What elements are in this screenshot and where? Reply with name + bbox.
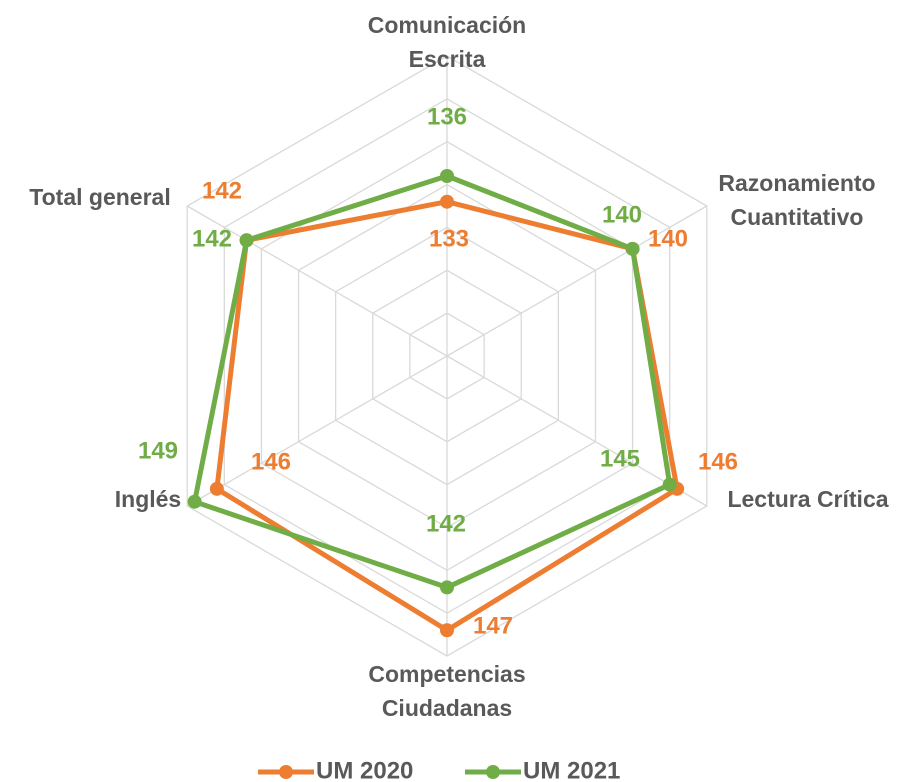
- marker: [440, 623, 454, 638]
- marker: [440, 194, 454, 209]
- legend-label: UM 2021: [523, 757, 620, 782]
- marker: [209, 481, 224, 496]
- data-label: 147: [473, 612, 513, 639]
- data-label: 146: [698, 448, 738, 475]
- data-label: 142: [202, 177, 242, 204]
- category-label: Lectura Crítica: [727, 486, 889, 512]
- marker: [625, 241, 640, 256]
- category-label: Inglés: [114, 486, 182, 512]
- data-label: 149: [138, 437, 178, 464]
- axis-spoke: [186, 205, 448, 357]
- axis-spoke: [446, 355, 708, 507]
- marker: [662, 477, 677, 492]
- axis-spoke: [446, 205, 708, 357]
- legend-label: UM 2020: [316, 757, 413, 782]
- marker: [187, 494, 202, 509]
- category-label: Comunicación Escrita: [367, 12, 527, 72]
- data-label: 146: [251, 448, 291, 475]
- data-label: 142: [192, 225, 232, 252]
- marker: [440, 580, 454, 595]
- category-label: Total general: [29, 184, 171, 210]
- data-label: 142: [426, 510, 466, 537]
- data-label: 136: [427, 103, 467, 130]
- legend-marker: [279, 765, 293, 779]
- data-label: 140: [602, 201, 642, 228]
- data-label: 133: [429, 225, 469, 252]
- category-label: Razonamiento Cuantitativo: [718, 170, 876, 230]
- data-label: 140: [648, 225, 688, 252]
- category-label: Competencias Ciudadanas: [368, 661, 526, 721]
- marker: [440, 169, 454, 183]
- legend-marker: [486, 765, 500, 779]
- data-label: 145: [600, 445, 640, 472]
- marker: [239, 233, 254, 248]
- axis-spoke: [186, 355, 448, 507]
